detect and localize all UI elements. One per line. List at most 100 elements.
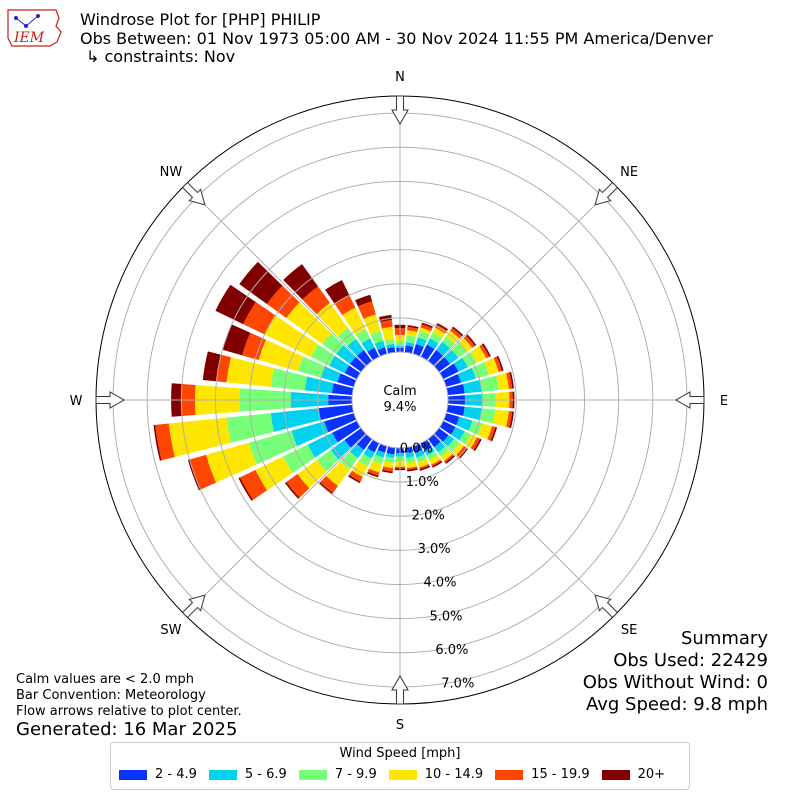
- windrose-bar-segment: [458, 337, 473, 352]
- windrose-bar-segment: [367, 347, 380, 361]
- legend-label: 10 - 14.9: [424, 767, 484, 782]
- windrose-bar-segment: [406, 330, 418, 337]
- windrose-bar-segment: [355, 329, 371, 344]
- direction-gridline: [433, 433, 616, 616]
- windrose-bar-segment: [405, 335, 416, 344]
- windrose-bar-segment: [429, 332, 443, 344]
- legend-label: 7 - 9.9: [334, 767, 377, 782]
- windrose-bar-segment: [386, 343, 395, 349]
- windrose-bar-segment: [357, 434, 372, 450]
- windrose-bar-segment: [324, 413, 357, 433]
- windrose-bar-segment: [283, 444, 316, 474]
- windrose-bar-segment: [386, 347, 396, 354]
- legend-item: 7 - 9.9: [298, 767, 377, 782]
- legend-swatch: [601, 769, 630, 780]
- windrose-bar-segment: [417, 330, 430, 341]
- windrose-bar-segment: [355, 294, 373, 307]
- windrose-bar-segment: [286, 474, 310, 498]
- flow-arrow-icon: [391, 674, 409, 705]
- windrose-bar-segment: [431, 459, 442, 467]
- legend-item: 20+: [601, 767, 665, 782]
- windrose-bar-segment: [405, 456, 416, 464]
- windrose-bar-segment: [413, 443, 423, 453]
- windrose-bar-segment: [284, 481, 300, 499]
- windrose-bar-segment: [189, 454, 217, 490]
- windrose-bar-segment: [344, 365, 361, 380]
- flow-arrow-icon: [594, 594, 619, 619]
- windrose-bar-segment: [374, 340, 386, 350]
- radial-tick-label: 7.0%: [441, 677, 474, 692]
- windrose-bar-segment: [367, 468, 380, 476]
- direction-gridlines: [96, 96, 704, 704]
- windrose-bar-segment: [442, 336, 455, 349]
- flow-arrows: [95, 95, 705, 705]
- windrose-bar-segment: [434, 428, 449, 442]
- windrose-bar-segment: [405, 342, 415, 347]
- flow-arrow-icon: [391, 95, 409, 126]
- legend-title: Wind Speed [mph]: [339, 746, 461, 761]
- windrose-bar-segment: [484, 357, 499, 375]
- windrose-bar-segment: [509, 371, 514, 389]
- windrose-bar-segment: [404, 446, 414, 453]
- windrose-bar-segment: [479, 408, 496, 424]
- plot-title: Windrose Plot for [PHP] PHILIP: [80, 10, 321, 29]
- windrose-bar-segment: [407, 468, 418, 472]
- radial-tick-label: 2.0%: [412, 509, 445, 524]
- windrose-bar-segment: [380, 319, 393, 329]
- windrose-bar-segment: [471, 362, 489, 379]
- windrose-bar-segment: [463, 379, 482, 394]
- windrose-bar-segment: [426, 450, 438, 461]
- compass-label: E: [720, 394, 728, 409]
- windrose-bar-segment: [463, 406, 482, 421]
- windrose-bar-segment: [226, 413, 275, 443]
- windrose-bar-segment: [384, 338, 395, 346]
- windrose-bar-segment: [487, 426, 496, 441]
- windrose-bar-segment: [215, 284, 256, 325]
- windrose-bar-segment: [419, 465, 431, 471]
- legend-swatch: [298, 769, 327, 780]
- windrose-bar-segment: [286, 302, 332, 344]
- legend-label: 5 - 6.9: [244, 767, 287, 782]
- windrose-bar-segment: [406, 466, 418, 470]
- windrose-bar-segment: [443, 374, 461, 387]
- avg-speed: Avg Speed: 9.8 mph: [586, 694, 768, 715]
- windrose-bar-segment: [492, 409, 509, 427]
- compass-label: SE: [621, 623, 637, 638]
- windrose-bar-segment: [413, 343, 424, 357]
- windrose-bar-segment: [369, 460, 382, 473]
- windrose-bar-segment: [270, 408, 321, 432]
- windrose-bar-segment: [347, 338, 364, 356]
- windrose-bar-segment: [155, 423, 175, 461]
- windrose-bar-segment: [434, 357, 450, 372]
- windrose-bar-segment: [407, 326, 419, 332]
- compass-label: N: [395, 70, 405, 85]
- windrose-bar-segment: [381, 469, 393, 474]
- windrose-bar-segment: [429, 455, 441, 465]
- windrose-bar-segment: [406, 461, 417, 469]
- windrose-bar-segment: [382, 466, 394, 472]
- windrose-bar-segment: [372, 454, 384, 465]
- windrose-bar-segment: [405, 451, 415, 458]
- summary-title: Summary: [681, 628, 768, 649]
- radial-tick-label: 4.0%: [423, 576, 456, 591]
- windrose-bar-segment: [384, 456, 395, 464]
- windrose-bar-segment: [351, 460, 368, 478]
- obs-used: Obs Used: 22429: [613, 650, 768, 671]
- windrose-bar-segment: [370, 330, 384, 344]
- calm-definition: Calm values are < 2.0 mph: [16, 672, 195, 687]
- windrose-bar-segment: [336, 345, 356, 364]
- calm-label: Calm: [383, 384, 416, 399]
- windrose-bar-segment: [473, 438, 482, 451]
- generated-date: Generated: 16 Mar 2025: [16, 719, 238, 740]
- windrose-bar-segment: [434, 441, 446, 453]
- windrose-bar-segment: [420, 439, 432, 451]
- windrose-bar-segment: [222, 324, 251, 356]
- iem-logo: IEM: [4, 6, 64, 54]
- windrose-bar-segment: [381, 326, 394, 341]
- windrose-bar-segment: [367, 439, 380, 453]
- windrose-bar-segment: [264, 315, 318, 357]
- windrose-bar-segment: [332, 420, 361, 443]
- windrose-bar-segment: [334, 295, 356, 316]
- windrose-bar-segment: [436, 341, 451, 356]
- windrose-bar-segment: [283, 264, 319, 300]
